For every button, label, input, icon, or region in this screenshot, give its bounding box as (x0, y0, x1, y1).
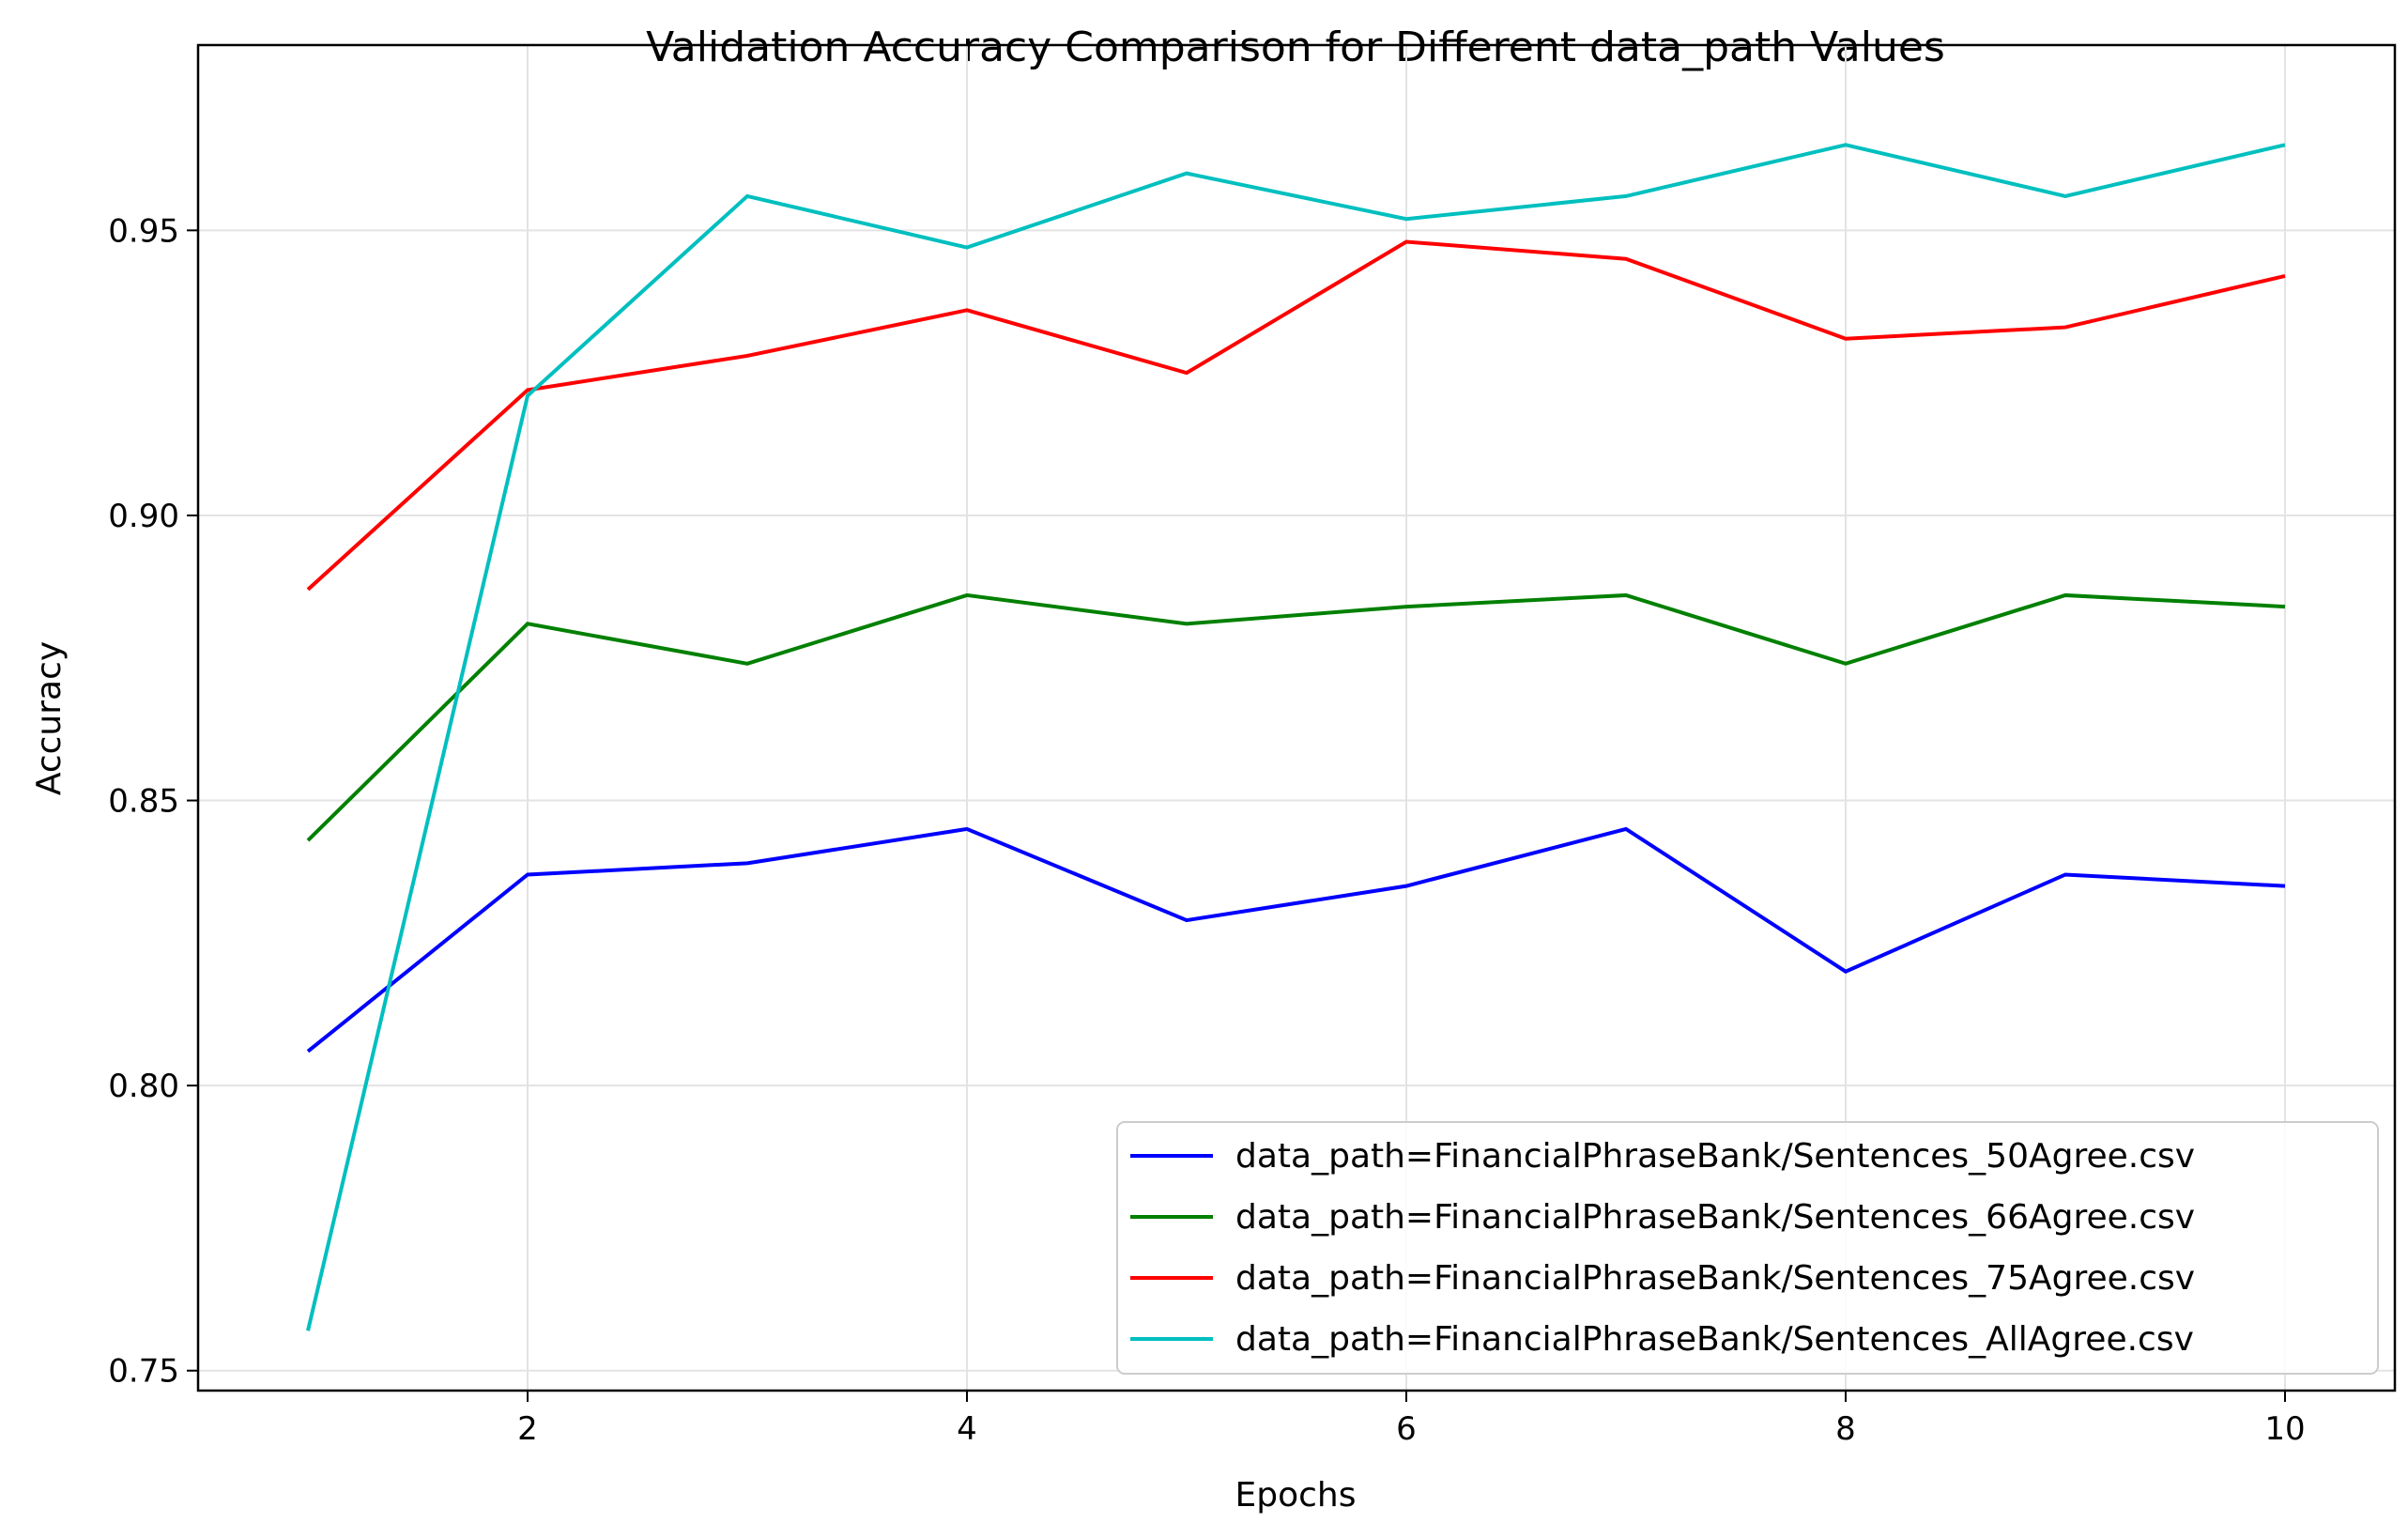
chart-title: Validation Accuracy Comparison for Diffe… (646, 23, 1945, 71)
legend-box (1116, 1121, 2379, 1375)
y-axis-ticks: 0.75 0.80 0.85 0.90 0.95 (108, 212, 198, 1391)
legend-label: data_path=FinancialPhraseBank/Sentences_… (1235, 1259, 2195, 1298)
series-lines (306, 143, 2286, 1331)
x-axis-title: Epochs (1235, 1476, 1357, 1515)
x-tick-label: 2 (517, 1410, 538, 1448)
y-axis-title: Accuracy (30, 641, 69, 795)
y-tick-label: 0.90 (108, 498, 179, 535)
series-line-4 (306, 143, 2286, 1331)
series-line-3 (306, 239, 2286, 592)
legend: data_path=FinancialPhraseBank/Sentences_… (1116, 1121, 2379, 1375)
legend-label: data_path=FinancialPhraseBank/Sentences_… (1235, 1137, 2195, 1176)
legend-label: data_path=FinancialPhraseBank/Sentences_… (1235, 1320, 2194, 1359)
x-tick-label: 4 (957, 1410, 977, 1448)
legend-label: data_path=FinancialPhraseBank/Sentences_… (1235, 1198, 2195, 1237)
series-line-2 (306, 592, 2286, 842)
x-tick-label: 8 (1835, 1410, 1856, 1448)
plot-frame (196, 43, 2397, 1392)
y-tick-label: 0.85 (108, 783, 179, 821)
x-tick-label: 10 (2264, 1410, 2305, 1448)
y-tick-label: 0.95 (108, 212, 179, 250)
y-tick-label: 0.80 (108, 1068, 179, 1105)
x-tick-label: 6 (1396, 1410, 1417, 1448)
y-tick-label: 0.75 (108, 1353, 179, 1391)
series-line-1 (306, 826, 2286, 1054)
x-axis-ticks: 2 4 6 8 10 (517, 1391, 2306, 1448)
